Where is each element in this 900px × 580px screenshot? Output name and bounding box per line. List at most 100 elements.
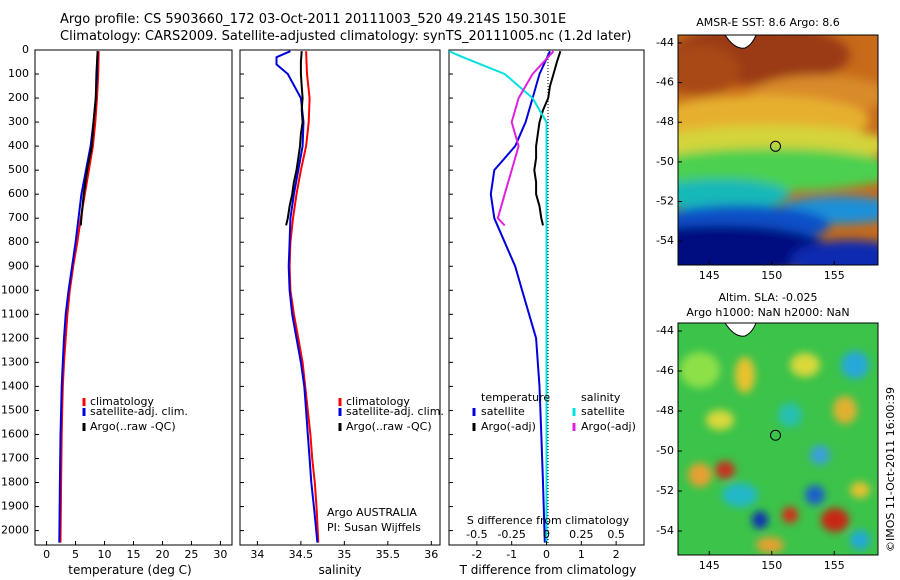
- map-y-tick-label: -50: [656, 155, 674, 168]
- depth-tick-label: 1200: [1, 331, 29, 344]
- x-tick-label: 36: [424, 548, 438, 561]
- series-line-argo-raw-qc-: [285, 51, 304, 226]
- depth-tick-label: 400: [8, 139, 29, 152]
- x-tick-label: 5: [72, 548, 79, 561]
- x-tick-label: 30: [213, 548, 227, 561]
- depth-tick-label: 1900: [1, 500, 29, 513]
- legend-title-salinity: salinity: [581, 391, 621, 404]
- series-line-argo-raw-qc-: [79, 51, 99, 226]
- s-difference-axis-label: S difference from climatology: [467, 514, 630, 527]
- depth-tick-label: 100: [8, 67, 29, 80]
- x-tick-label: -1: [506, 548, 517, 561]
- sla-map-subtitle: Argo h1000: NaN h2000: NaN: [686, 306, 849, 319]
- map-y-tick-label: -52: [656, 484, 674, 497]
- legend-label-t-satellite: satellite: [481, 405, 525, 418]
- depth-tick-label: 2000: [1, 524, 29, 537]
- map-y-tick-label: -54: [656, 524, 674, 537]
- depth-tick-label: 700: [8, 211, 29, 224]
- s-tick-label: 0.25: [569, 528, 594, 541]
- legend-label-argo: Argo(..raw -QC): [346, 420, 432, 433]
- map-y-tick-label: -44: [656, 324, 674, 337]
- difference-legend: temperature satellite Argo(-adj) salinit…: [472, 391, 636, 433]
- legend-label-satellite: satellite-adj. clim.: [90, 405, 188, 418]
- depth-tick-label: 1500: [1, 403, 29, 416]
- s-tick-label: 0: [543, 528, 550, 541]
- map-x-tick-label: 150: [761, 269, 782, 282]
- x-tick-label: 10: [98, 548, 112, 561]
- x-tick-label: 34: [250, 548, 264, 561]
- depth-tick-label: 900: [8, 259, 29, 272]
- salinity-xlabel: salinity: [318, 563, 361, 577]
- depth-tick-label: 800: [8, 235, 29, 248]
- legend-label-climatology: climatology: [346, 395, 410, 408]
- legend-label-s-satellite: satellite: [581, 405, 625, 418]
- map-y-tick-label: -52: [656, 195, 674, 208]
- x-tick-label: 34.5: [289, 548, 314, 561]
- x-tick-label: 1: [578, 548, 585, 561]
- t-difference-xlabel: T difference from climatology: [459, 563, 637, 577]
- s-tick-label: 0.5: [607, 528, 625, 541]
- map-x-tick-label: 145: [699, 559, 720, 572]
- salinity-panel-frame: [239, 49, 441, 546]
- temperature-xlabel: temperature (deg C): [68, 563, 191, 577]
- argo-position-marker: [770, 429, 782, 441]
- map-y-tick-label: -48: [656, 404, 674, 417]
- series-line-satellite-adj-clim-: [275, 50, 319, 543]
- x-tick-label: 35.5: [376, 548, 401, 561]
- x-tick-label: -2: [471, 548, 482, 561]
- legend-title-temperature: temperature: [481, 391, 550, 404]
- sla-heatmap: [678, 323, 878, 555]
- x-tick-label: 35: [337, 548, 351, 561]
- imos-credit: ©IMOS 11-Oct-2011 16:00:39: [884, 386, 897, 552]
- depth-tick-label: 1100: [1, 307, 29, 320]
- depth-tick-label: 0: [22, 43, 29, 56]
- sla-map-title: Altim. SLA: -0.025: [718, 291, 817, 304]
- map-y-tick-label: -44: [656, 36, 674, 49]
- map-x-tick-label: 155: [824, 269, 845, 282]
- map-y-tick-label: -54: [656, 234, 674, 247]
- s-tick-label: -0.5: [466, 528, 487, 541]
- series-line-s-argo-adj-: [496, 50, 555, 227]
- depth-tick-label: 1400: [1, 379, 29, 392]
- legend-label-argo: Argo(..raw -QC): [90, 420, 176, 433]
- sla-map-frame: [677, 322, 879, 556]
- depth-tick-label: 200: [8, 91, 29, 104]
- depth-tick-label: 1600: [1, 427, 29, 440]
- sst-map-title: AMSR-E SST: 8.6 Argo: 8.6: [696, 16, 840, 29]
- depth-tick-label: 1700: [1, 451, 29, 464]
- temperature-legend: climatology satellite-adj. clim. Argo(..…: [82, 395, 188, 433]
- argo-australia-label: Argo AUSTRALIA: [327, 506, 417, 519]
- map-y-tick-label: -48: [656, 115, 674, 128]
- x-tick-label: 0: [43, 548, 50, 561]
- pi-name-label: PI: Susan Wijffels: [327, 521, 421, 534]
- depth-tick-label: 300: [8, 115, 29, 128]
- map-x-tick-label: 150: [761, 559, 782, 572]
- series-line-t-argo-adj-: [533, 50, 562, 226]
- argo-position-marker: [770, 140, 782, 152]
- x-tick-label: 15: [127, 548, 141, 561]
- temperature-panel-frame: [34, 49, 233, 546]
- sst-map-frame: [677, 34, 879, 266]
- series-line-climatology: [59, 51, 100, 543]
- depth-tick-label: 1800: [1, 476, 29, 489]
- series-line-s-satellite: [449, 50, 548, 543]
- map-x-tick-label: 155: [824, 559, 845, 572]
- depth-tick-label: 600: [8, 187, 29, 200]
- salinity-legend: climatology satellite-adj. clim. Argo(..…: [338, 395, 444, 433]
- x-tick-label: 0: [543, 548, 550, 561]
- s-tick-label: -0.25: [497, 528, 525, 541]
- map-y-tick-label: -46: [656, 364, 674, 377]
- x-tick-label: 25: [184, 548, 198, 561]
- map-x-tick-label: 145: [699, 269, 720, 282]
- figure-title-line1: Argo profile: CS 5903660_172 03-Oct-2011…: [60, 12, 567, 27]
- figure-title-line2: Climatology: CARS2009. Satellite-adjuste…: [60, 29, 632, 44]
- x-tick-label: 2: [613, 548, 620, 561]
- sst-heatmap: [678, 35, 878, 265]
- legend-label-climatology: climatology: [90, 395, 154, 408]
- depth-tick-label: 1300: [1, 355, 29, 368]
- map-y-tick-label: -50: [656, 444, 674, 457]
- depth-tick-label: 1000: [1, 283, 29, 296]
- legend-label-s-argo: Argo(-adj): [581, 420, 636, 433]
